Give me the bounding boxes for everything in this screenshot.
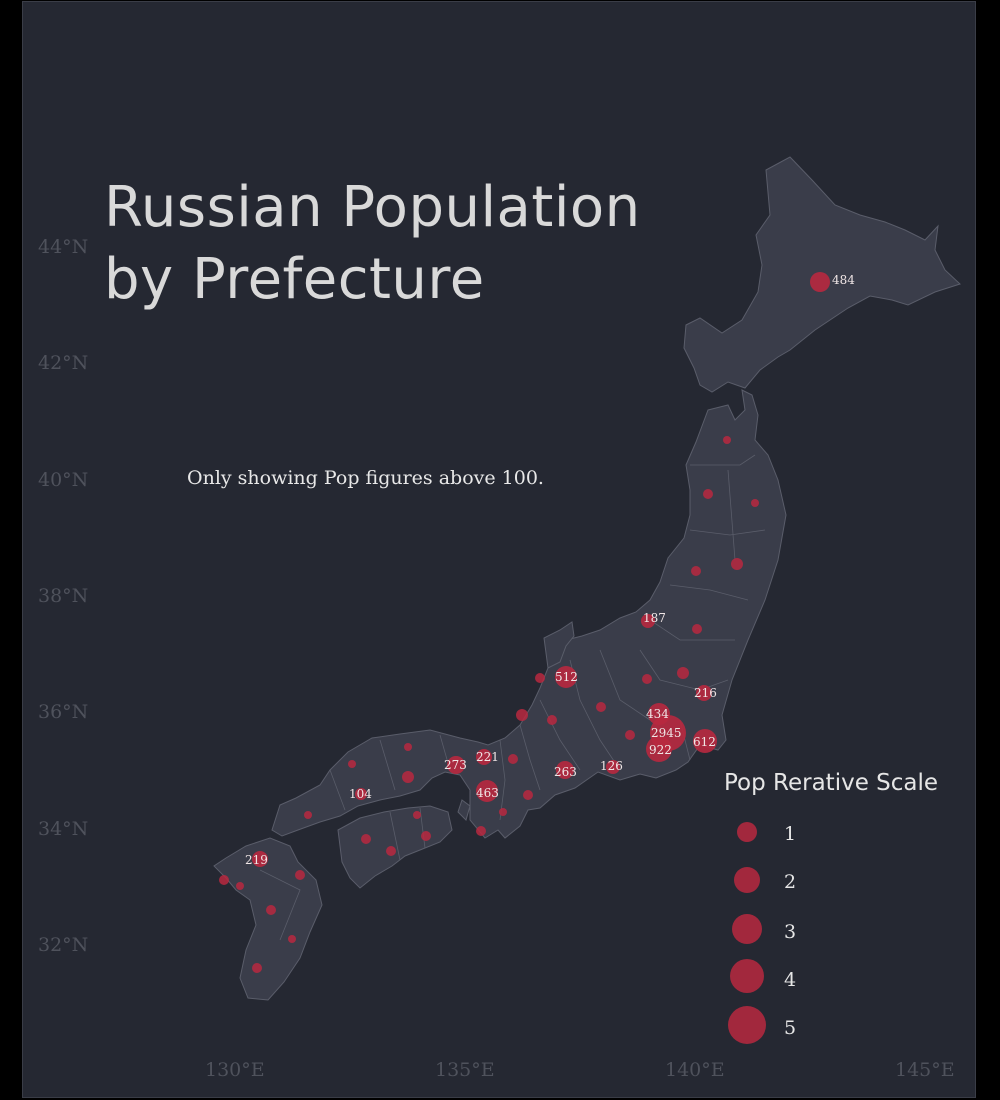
legend-label-4: 4 (784, 969, 796, 991)
legend-bubble-4 (730, 959, 764, 993)
bubble-aichi (556, 761, 574, 779)
bubbles-labeled: 484 187 512 216 434 2945 922 612 221 273… (245, 272, 855, 867)
label-fukuoka: 219 (245, 853, 268, 867)
bubble (386, 846, 396, 856)
legend-bubble-2 (734, 867, 760, 893)
label-aichi: 263 (554, 765, 577, 779)
legend-title: Pop Rerative Scale (724, 770, 939, 796)
honshu (271, 389, 787, 839)
bubble (523, 790, 533, 800)
bubble (413, 811, 421, 819)
bubble-osaka (476, 780, 498, 802)
bubble (723, 436, 731, 444)
bubble (751, 499, 759, 507)
legend-bubble-5 (728, 1006, 766, 1044)
label-hokkaido: 484 (832, 273, 855, 287)
label-chiba: 612 (693, 735, 716, 749)
legend-label-1: 1 (784, 823, 796, 845)
bubble (499, 808, 507, 816)
label-shizuoka: 126 (600, 759, 623, 773)
map-panel (22, 1, 976, 1098)
lon-tick-135: 135°E (435, 1059, 495, 1081)
legend-label-3: 3 (784, 921, 796, 943)
awaji (457, 799, 471, 821)
legend-label-2: 2 (784, 871, 796, 893)
label-hyogo: 273 (444, 758, 467, 772)
bubbles-small (219, 436, 759, 973)
bubble-fukuoka (252, 851, 268, 867)
bubble (692, 624, 702, 634)
bubble (219, 875, 229, 885)
noto-peninsula (543, 621, 575, 669)
bubble (404, 743, 412, 751)
bubble-hiroshima (355, 788, 367, 800)
bubble (547, 715, 557, 725)
bubble-niigata (641, 614, 655, 628)
bubble (361, 834, 371, 844)
bubble (625, 730, 635, 740)
bubble (288, 935, 296, 943)
kyushu (213, 837, 323, 1001)
bubble (691, 566, 701, 576)
bubble-kyoto (476, 749, 492, 765)
label-niigata: 187 (643, 611, 666, 625)
lon-tick-130: 130°E (205, 1059, 265, 1081)
label-osaka: 463 (476, 786, 499, 800)
label-ibaraki: 216 (694, 686, 717, 700)
bubble (516, 709, 528, 721)
lat-axis: 44°N 42°N 40°N 38°N 36°N 34°N 32°N (38, 236, 88, 956)
bubble (535, 673, 545, 683)
bubble-hokkaido (810, 272, 830, 292)
lat-tick-36: 36°N (38, 701, 88, 723)
bubble (731, 558, 743, 570)
lon-axis: 130°E 135°E 140°E 145°E (205, 1059, 955, 1081)
legend: 1 2 3 4 5 (728, 822, 796, 1044)
bubble-toyama (555, 666, 577, 688)
label-kanagawa: 922 (649, 743, 672, 757)
bubble (236, 882, 244, 890)
map-title: Russian Population by Prefecture (104, 172, 641, 316)
lat-tick-32: 32°N (38, 934, 88, 956)
bubble (266, 905, 276, 915)
bubble (421, 831, 431, 841)
bubble-kanagawa (646, 736, 672, 762)
title-line-1: Russian Population (104, 175, 641, 240)
lat-tick-42: 42°N (38, 352, 88, 374)
filter-note: Only showing Pop figures above 100. (187, 467, 544, 489)
lon-tick-145: 145°E (895, 1059, 955, 1081)
bubble (476, 826, 486, 836)
lat-tick-40: 40°N (38, 469, 88, 491)
shikoku (337, 805, 453, 889)
lon-tick-140: 140°E (665, 1059, 725, 1081)
bubble (252, 963, 262, 973)
bubble-ibaraki (696, 685, 712, 701)
title-line-2: by Prefecture (104, 247, 485, 312)
legend-label-5: 5 (784, 1017, 796, 1039)
bubble (295, 870, 305, 880)
label-kyoto: 221 (476, 750, 499, 764)
bubble (304, 811, 312, 819)
label-hiroshima: 104 (349, 787, 372, 801)
lat-tick-44: 44°N (38, 236, 88, 258)
bubble (677, 667, 689, 679)
label-toyama: 512 (555, 670, 578, 684)
bubble-chiba (693, 729, 717, 753)
bubble (642, 674, 652, 684)
bubble (703, 489, 713, 499)
bubble-shizuoka (606, 760, 620, 774)
label-saitama: 434 (646, 707, 669, 721)
lat-tick-38: 38°N (38, 585, 88, 607)
label-tokyo: 2945 (651, 726, 682, 740)
bubble (596, 702, 606, 712)
bubble (402, 771, 414, 783)
bubble-hyogo (447, 756, 465, 774)
bubble (508, 754, 518, 764)
legend-bubble-3 (732, 914, 762, 944)
legend-bubble-1 (737, 822, 757, 842)
bubble (348, 760, 356, 768)
lat-tick-34: 34°N (38, 818, 88, 840)
